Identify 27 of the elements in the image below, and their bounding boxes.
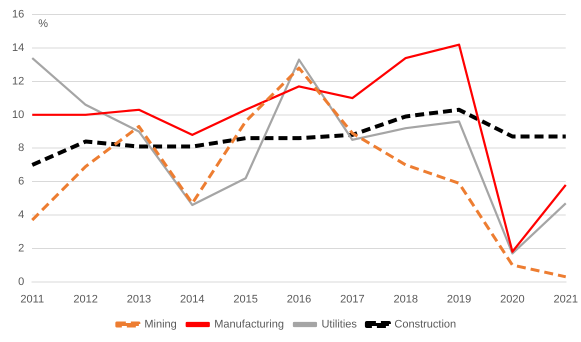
y-axis-title: % — [38, 18, 48, 30]
y-tick-label: 2 — [18, 242, 24, 254]
y-tick-label: 8 — [18, 142, 24, 154]
x-tick-label: 2016 — [286, 293, 312, 306]
y-tick-label: 6 — [18, 176, 24, 188]
x-tick-label: 2017 — [340, 293, 365, 306]
x-tick-label: 2020 — [500, 293, 525, 306]
y-tick-label: 10 — [12, 108, 24, 121]
x-tick-label: 2015 — [233, 293, 258, 306]
x-tick-label: 2018 — [393, 293, 418, 306]
x-tick-label: 2019 — [446, 293, 472, 306]
legend-label: Utilities — [321, 318, 358, 331]
x-tick-label: 2011 — [20, 293, 44, 306]
x-tick-label: 2012 — [73, 293, 98, 306]
x-tick-label: 2021 — [554, 293, 578, 306]
x-tick-label: 2014 — [180, 293, 205, 306]
x-tick-label: 2013 — [126, 293, 152, 306]
legend-label: Construction — [394, 318, 456, 331]
line-series — [30, 66, 568, 278]
y-tick-label: 0 — [18, 276, 24, 288]
y-tick-label: 4 — [18, 209, 24, 222]
y-tick-label: 14 — [12, 42, 24, 54]
line-series — [30, 108, 568, 167]
y-tick-label: 16 — [12, 8, 24, 21]
legend-label: Mining — [144, 318, 177, 331]
y-tick-label: 12 — [12, 75, 24, 88]
legend-label: Manufacturing — [214, 318, 284, 331]
